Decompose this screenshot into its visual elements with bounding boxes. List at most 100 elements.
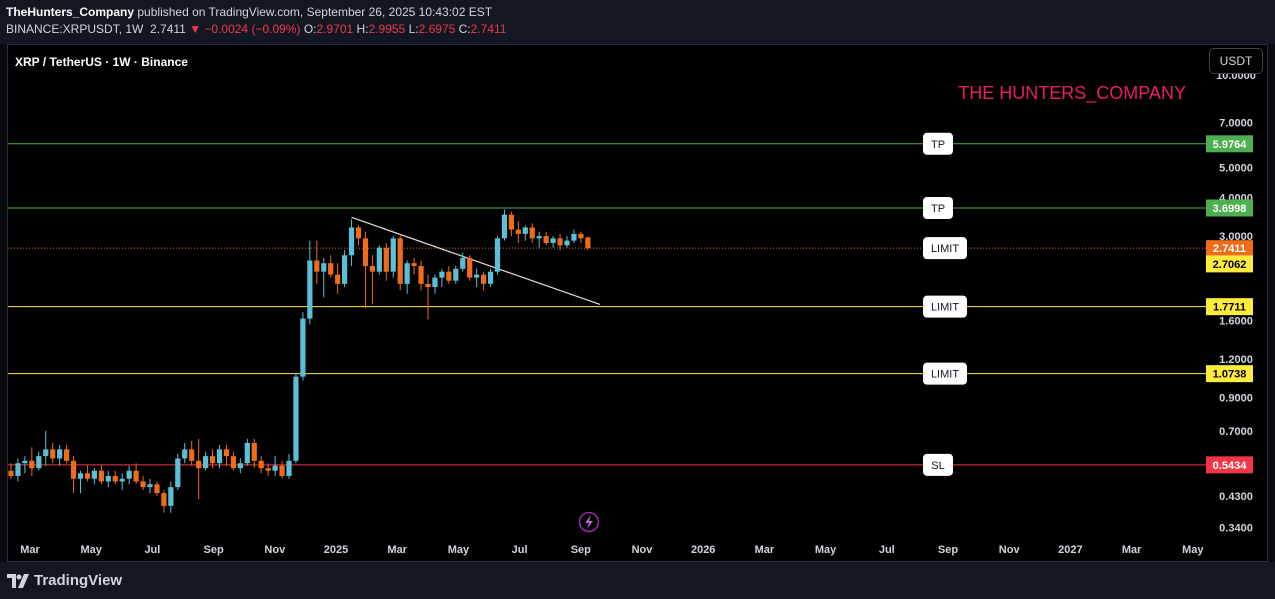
level-label-bg — [923, 132, 953, 155]
candle — [251, 438, 257, 469]
candle — [230, 451, 236, 471]
candle — [147, 478, 153, 494]
level-label-bg — [923, 197, 953, 220]
tradingview-logo[interactable]: TradingView — [7, 572, 122, 589]
candle — [571, 229, 577, 243]
level-label-limit[interactable]: LIMIT — [923, 237, 967, 260]
candle — [8, 463, 14, 479]
candle-body — [196, 460, 202, 469]
candle-body — [189, 449, 195, 461]
candle-body — [140, 481, 146, 488]
candle-body — [230, 456, 236, 469]
candle-body — [550, 238, 556, 243]
candle — [501, 209, 508, 241]
candle-body — [175, 458, 181, 488]
candle-body — [453, 268, 459, 281]
candle-body — [265, 468, 271, 471]
candle-body — [154, 484, 160, 494]
price-tag-limit-bg — [1206, 365, 1253, 383]
price-tag-tp-text: 3.6998 — [1213, 203, 1247, 215]
candle — [126, 465, 132, 485]
low-label: L: — [408, 22, 419, 36]
candle — [355, 225, 362, 246]
x-tick-label: Sep — [571, 544, 591, 556]
candle — [293, 372, 299, 464]
candle-body — [411, 263, 417, 266]
candle — [77, 470, 84, 494]
candle — [216, 445, 223, 469]
candle — [272, 456, 278, 476]
candle-body — [335, 274, 341, 284]
price-tag-limit-text: 1.0738 — [1213, 369, 1247, 381]
currency-button[interactable]: USDT — [1209, 48, 1263, 74]
candle-body — [425, 283, 431, 288]
trendline[interactable] — [351, 216, 601, 306]
y-tick-label: 0.7000 — [1219, 426, 1253, 438]
candle-body — [474, 274, 480, 278]
level-label-sl[interactable]: SL — [923, 453, 953, 476]
candle-body — [376, 247, 382, 272]
candle — [70, 456, 77, 494]
price-tag-limit_tag-text: 2.7062 — [1213, 259, 1247, 271]
high-value: 2.9955 — [368, 22, 406, 36]
candle-body — [501, 214, 508, 239]
level-label-tp[interactable]: TP — [923, 132, 953, 155]
x-tick-label: Mar — [1122, 544, 1142, 556]
close-label: C: — [458, 22, 471, 36]
candle-body — [536, 236, 542, 239]
level-label-text: LIMIT — [931, 369, 959, 381]
x-tick-label: Nov — [632, 544, 654, 556]
candle-body — [272, 465, 278, 471]
x-tick-label: Mar — [387, 544, 407, 556]
candle — [557, 233, 563, 251]
candle — [64, 445, 70, 464]
level-label-tp[interactable]: TP — [923, 197, 953, 220]
candle — [418, 260, 424, 291]
candle-body — [328, 263, 334, 275]
candle-body — [50, 449, 56, 459]
x-tick-label: May — [448, 544, 470, 556]
candle — [140, 475, 146, 491]
candle-body — [348, 227, 355, 256]
candle-body — [70, 460, 77, 479]
candle — [119, 473, 125, 491]
price-chart[interactable]: 10.00007.00005.00004.00003.00001.60001.2… — [8, 45, 1267, 561]
price-tag-tp: 5.9764 — [1206, 135, 1253, 153]
candle-body — [342, 255, 348, 284]
candle — [196, 438, 202, 500]
tradingview-logo-text: TradingView — [34, 572, 123, 589]
candle-body — [209, 456, 216, 464]
candle — [529, 223, 535, 243]
candle-body — [84, 473, 91, 479]
candle — [307, 240, 313, 325]
level-label-limit[interactable]: LIMIT — [923, 295, 967, 318]
level-label-bg — [923, 295, 967, 318]
candle-body — [564, 240, 570, 246]
candle — [390, 236, 396, 278]
price-tag-limit: 1.7711 — [1206, 298, 1253, 316]
author-name[interactable]: TheHunters_Company — [6, 5, 135, 19]
candle — [237, 458, 243, 474]
candle-body — [446, 271, 452, 281]
candle — [432, 274, 438, 294]
price-tag-sl: 0.5434 — [1206, 456, 1253, 474]
candle-body — [223, 449, 230, 457]
candle-body — [522, 227, 528, 234]
candle — [133, 463, 139, 485]
level-label-text: SL — [931, 460, 944, 472]
candle — [105, 470, 111, 488]
candle — [314, 240, 320, 284]
lightning-icon[interactable] — [578, 511, 600, 533]
candle — [29, 447, 35, 476]
footer: TradingView — [0, 562, 1275, 599]
level-label-limit[interactable]: LIMIT — [923, 362, 967, 385]
chart-frame[interactable]: 10.0000 7.0000 5.0000 4.0000 3.0000 1.6000 1.2… — [7, 44, 1268, 562]
close-value: 2.7411 — [470, 22, 507, 36]
candle-body — [29, 460, 35, 469]
candle-body — [321, 263, 327, 272]
candle — [453, 265, 459, 284]
candle-body — [43, 449, 49, 457]
candle — [543, 231, 549, 246]
candle-body — [494, 238, 501, 272]
candle — [411, 257, 417, 275]
